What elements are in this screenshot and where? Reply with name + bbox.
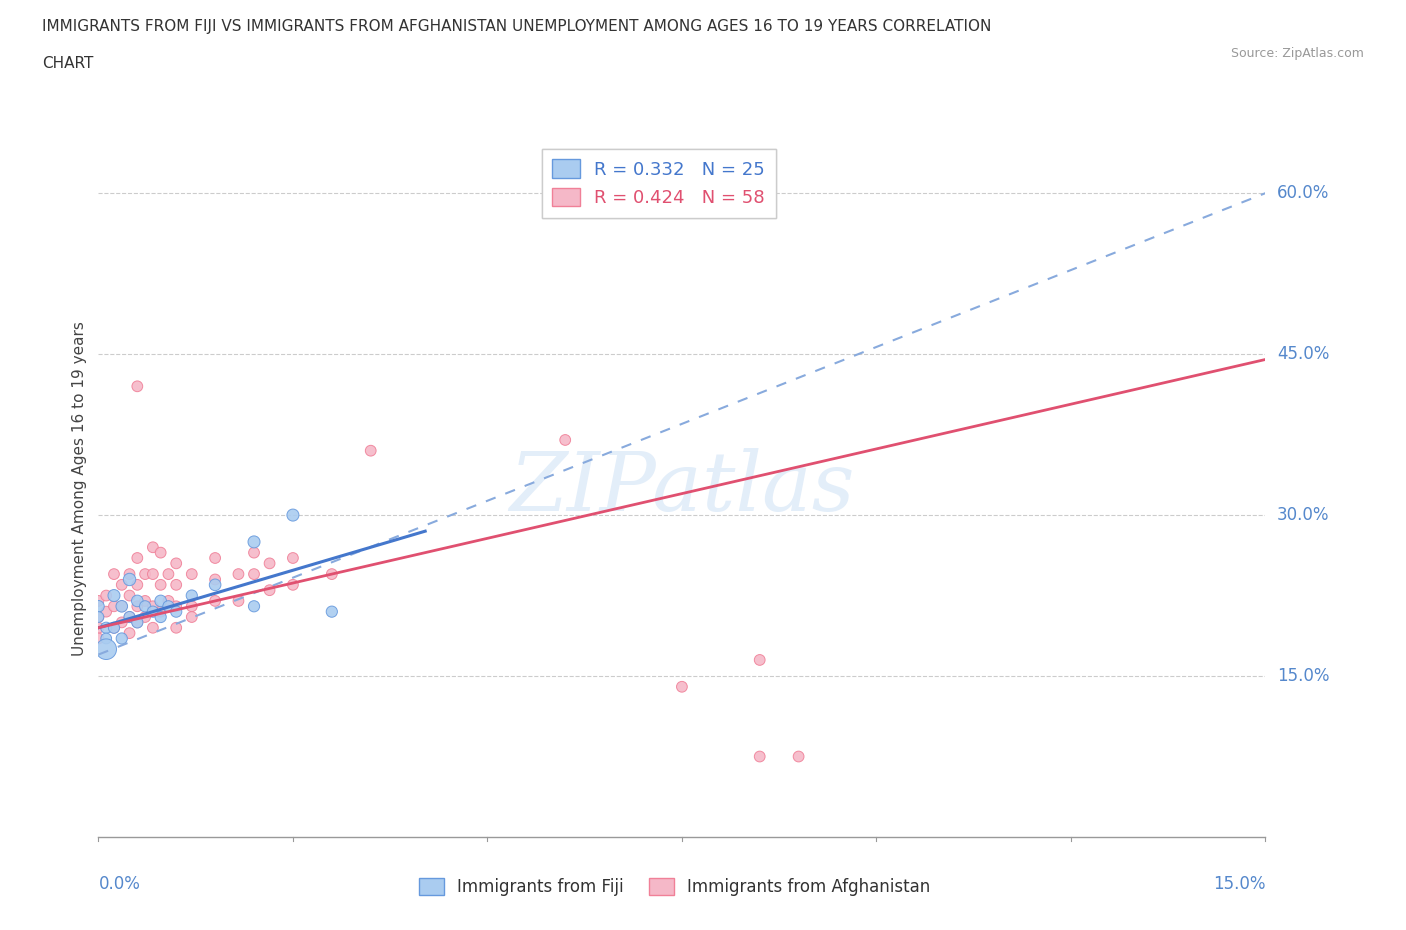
Point xyxy=(142,566,165,581)
Point xyxy=(149,545,172,560)
Point xyxy=(127,615,149,630)
Point xyxy=(103,620,125,635)
Point xyxy=(180,599,202,614)
Text: ZIPatlas: ZIPatlas xyxy=(509,448,855,528)
Text: 45.0%: 45.0% xyxy=(1277,345,1330,363)
Point xyxy=(321,604,343,619)
Point xyxy=(111,599,134,614)
Point xyxy=(259,583,281,598)
Point xyxy=(134,593,156,608)
Point xyxy=(118,566,141,581)
Point xyxy=(748,653,770,668)
Point xyxy=(180,566,202,581)
Point xyxy=(165,556,187,571)
Point xyxy=(87,593,110,608)
Point xyxy=(243,535,266,550)
Point xyxy=(111,599,134,614)
Point xyxy=(127,593,149,608)
Text: 15.0%: 15.0% xyxy=(1213,875,1265,894)
Point xyxy=(142,604,165,619)
Text: IMMIGRANTS FROM FIJI VS IMMIGRANTS FROM AFGHANISTAN UNEMPLOYMENT AMONG AGES 16 T: IMMIGRANTS FROM FIJI VS IMMIGRANTS FROM … xyxy=(42,19,991,33)
Point xyxy=(118,626,141,641)
Point xyxy=(180,609,202,624)
Point xyxy=(787,749,810,764)
Point xyxy=(87,609,110,624)
Point xyxy=(127,578,149,592)
Text: 0.0%: 0.0% xyxy=(98,875,141,894)
Point xyxy=(142,620,165,635)
Point xyxy=(118,572,141,587)
Point xyxy=(281,551,304,565)
Point xyxy=(157,566,180,581)
Point xyxy=(180,588,202,603)
Point xyxy=(165,620,187,635)
Point xyxy=(165,599,187,614)
Point xyxy=(103,620,125,635)
Point xyxy=(228,593,250,608)
Point xyxy=(87,609,110,624)
Point xyxy=(96,604,118,619)
Point xyxy=(142,539,165,554)
Point xyxy=(360,444,382,458)
Point xyxy=(157,599,180,614)
Point xyxy=(96,620,118,635)
Point xyxy=(87,620,110,635)
Point xyxy=(321,566,343,581)
Point xyxy=(96,588,118,603)
Point xyxy=(554,432,576,447)
Text: CHART: CHART xyxy=(42,56,94,71)
Point xyxy=(149,604,172,619)
Point xyxy=(134,599,156,614)
Point xyxy=(165,604,187,619)
Point xyxy=(204,551,226,565)
Point xyxy=(165,578,187,592)
Point xyxy=(134,609,156,624)
Point xyxy=(118,609,141,624)
Point xyxy=(111,631,134,646)
Point xyxy=(127,379,149,393)
Text: 15.0%: 15.0% xyxy=(1277,667,1330,685)
Y-axis label: Unemployment Among Ages 16 to 19 years: Unemployment Among Ages 16 to 19 years xyxy=(72,321,87,656)
Point xyxy=(103,588,125,603)
Point xyxy=(748,749,770,764)
Point xyxy=(96,642,118,657)
Point xyxy=(103,566,125,581)
Point xyxy=(157,593,180,608)
Point xyxy=(228,566,250,581)
Point xyxy=(281,578,304,592)
Point xyxy=(281,508,304,523)
Legend: Immigrants from Fiji, Immigrants from Afghanistan: Immigrants from Fiji, Immigrants from Af… xyxy=(412,871,938,903)
Point xyxy=(127,599,149,614)
Point xyxy=(127,615,149,630)
Point xyxy=(118,609,141,624)
Point xyxy=(87,631,110,646)
Point xyxy=(103,599,125,614)
Point xyxy=(149,578,172,592)
Text: Source: ZipAtlas.com: Source: ZipAtlas.com xyxy=(1230,46,1364,60)
Point xyxy=(243,566,266,581)
Point xyxy=(149,593,172,608)
Point xyxy=(142,599,165,614)
Point xyxy=(671,679,693,694)
Point xyxy=(111,615,134,630)
Point xyxy=(149,609,172,624)
Point xyxy=(243,599,266,614)
Point xyxy=(87,599,110,614)
Legend: R = 0.332   N = 25, R = 0.424   N = 58: R = 0.332 N = 25, R = 0.424 N = 58 xyxy=(541,149,776,218)
Point xyxy=(127,551,149,565)
Point xyxy=(243,545,266,560)
Point xyxy=(259,556,281,571)
Text: 30.0%: 30.0% xyxy=(1277,506,1330,525)
Text: 60.0%: 60.0% xyxy=(1277,184,1330,202)
Point xyxy=(134,566,156,581)
Point xyxy=(111,578,134,592)
Point xyxy=(204,572,226,587)
Point xyxy=(204,578,226,592)
Point xyxy=(118,588,141,603)
Point xyxy=(96,631,118,646)
Point xyxy=(204,593,226,608)
